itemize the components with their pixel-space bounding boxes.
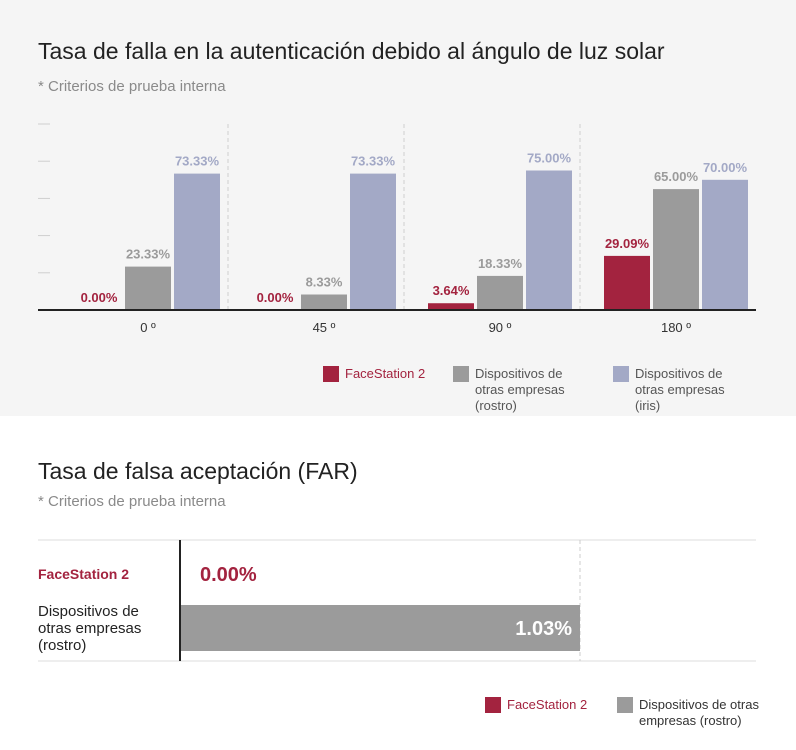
bar	[125, 266, 171, 310]
legend-label: Dispositivos de otras empresas (iris)	[635, 366, 725, 413]
legend-label: FaceStation 2	[507, 697, 588, 712]
legend-swatch	[613, 366, 629, 382]
data-label: 18.33%	[478, 256, 523, 271]
data-label: 1.03%	[515, 618, 572, 640]
legend-swatch	[453, 366, 469, 382]
bar	[653, 189, 699, 310]
legend-item: Dispositivos de otras empresas (rostro)	[453, 366, 613, 414]
bar	[174, 173, 220, 310]
bar	[180, 605, 580, 651]
x-tick-label: 45 º	[313, 320, 336, 335]
data-label: 65.00%	[654, 169, 699, 184]
bar-chart-auth-failure: 0.00% 23.33% 73.33% 0 º 0.00% 8.33% 73.33% 45 º…	[38, 123, 756, 335]
bar	[477, 275, 523, 310]
bar	[350, 173, 396, 310]
data-label: 8.33%	[306, 275, 343, 290]
data-label: 0.00%	[81, 290, 118, 305]
data-label: 0.00%	[257, 290, 294, 305]
chart-title-far: Tasa de falsa aceptación (FAR)	[38, 458, 358, 484]
bar-chart-far: 0.00% FaceStation 2 1.03% Dispositivos de ot…	[38, 539, 756, 662]
legend-swatch	[323, 366, 339, 382]
bar	[428, 303, 474, 310]
x-tick-label: 180 º	[661, 320, 691, 335]
legend-swatch	[485, 697, 501, 713]
bar	[702, 179, 748, 310]
legend-far: FaceStation 2 Dispositivos de otras empre…	[485, 697, 787, 729]
data-label: 3.64%	[433, 283, 470, 298]
legend-swatch	[617, 697, 633, 713]
chart-subtitle-far: * Criterios de prueba interna	[38, 493, 226, 510]
data-label: 70.00%	[703, 160, 748, 175]
data-label: 75.00%	[527, 151, 572, 166]
data-label: 23.33%	[126, 247, 171, 262]
legend-item: Dispositivos de otras empresas (rostro)	[617, 697, 787, 729]
legend-label: Dispositivos de otras empresas (rostro)	[639, 697, 759, 728]
y-tick-label: Dispositivos de otras empresas (rostro)	[38, 603, 141, 654]
legend-label: FaceStation 2	[345, 366, 426, 381]
data-label: 73.33%	[175, 154, 220, 169]
y-tick-label: FaceStation 2	[38, 566, 129, 582]
chart-subtitle-auth-failure: * Criterios de prueba interna	[38, 78, 226, 95]
data-label: 0.00%	[200, 564, 257, 586]
bar	[301, 294, 347, 310]
legend-item: Dispositivos de otras empresas (iris)	[613, 366, 753, 414]
x-tick-label: 90 º	[489, 320, 512, 335]
legend-label: Dispositivos de otras empresas (rostro)	[475, 366, 565, 413]
legend-item: FaceStation 2	[323, 366, 453, 382]
bar	[526, 170, 572, 310]
data-label: 29.09%	[605, 236, 650, 251]
data-label: 73.33%	[351, 154, 396, 169]
chart-title-auth-failure: Tasa de falla en la autenticación debido…	[38, 38, 665, 64]
chart-panel-far: Tasa de falsa aceptación (FAR) * Criteri…	[0, 416, 796, 750]
chart-panel-auth-failure: Tasa de falla en la autenticación debido…	[38, 38, 756, 414]
legend-item: FaceStation 2	[485, 697, 617, 713]
bar	[604, 255, 650, 310]
x-tick-label: 0 º	[140, 320, 156, 335]
legend-auth-failure: FaceStation 2 Dispositivos de otras empre…	[323, 366, 753, 414]
